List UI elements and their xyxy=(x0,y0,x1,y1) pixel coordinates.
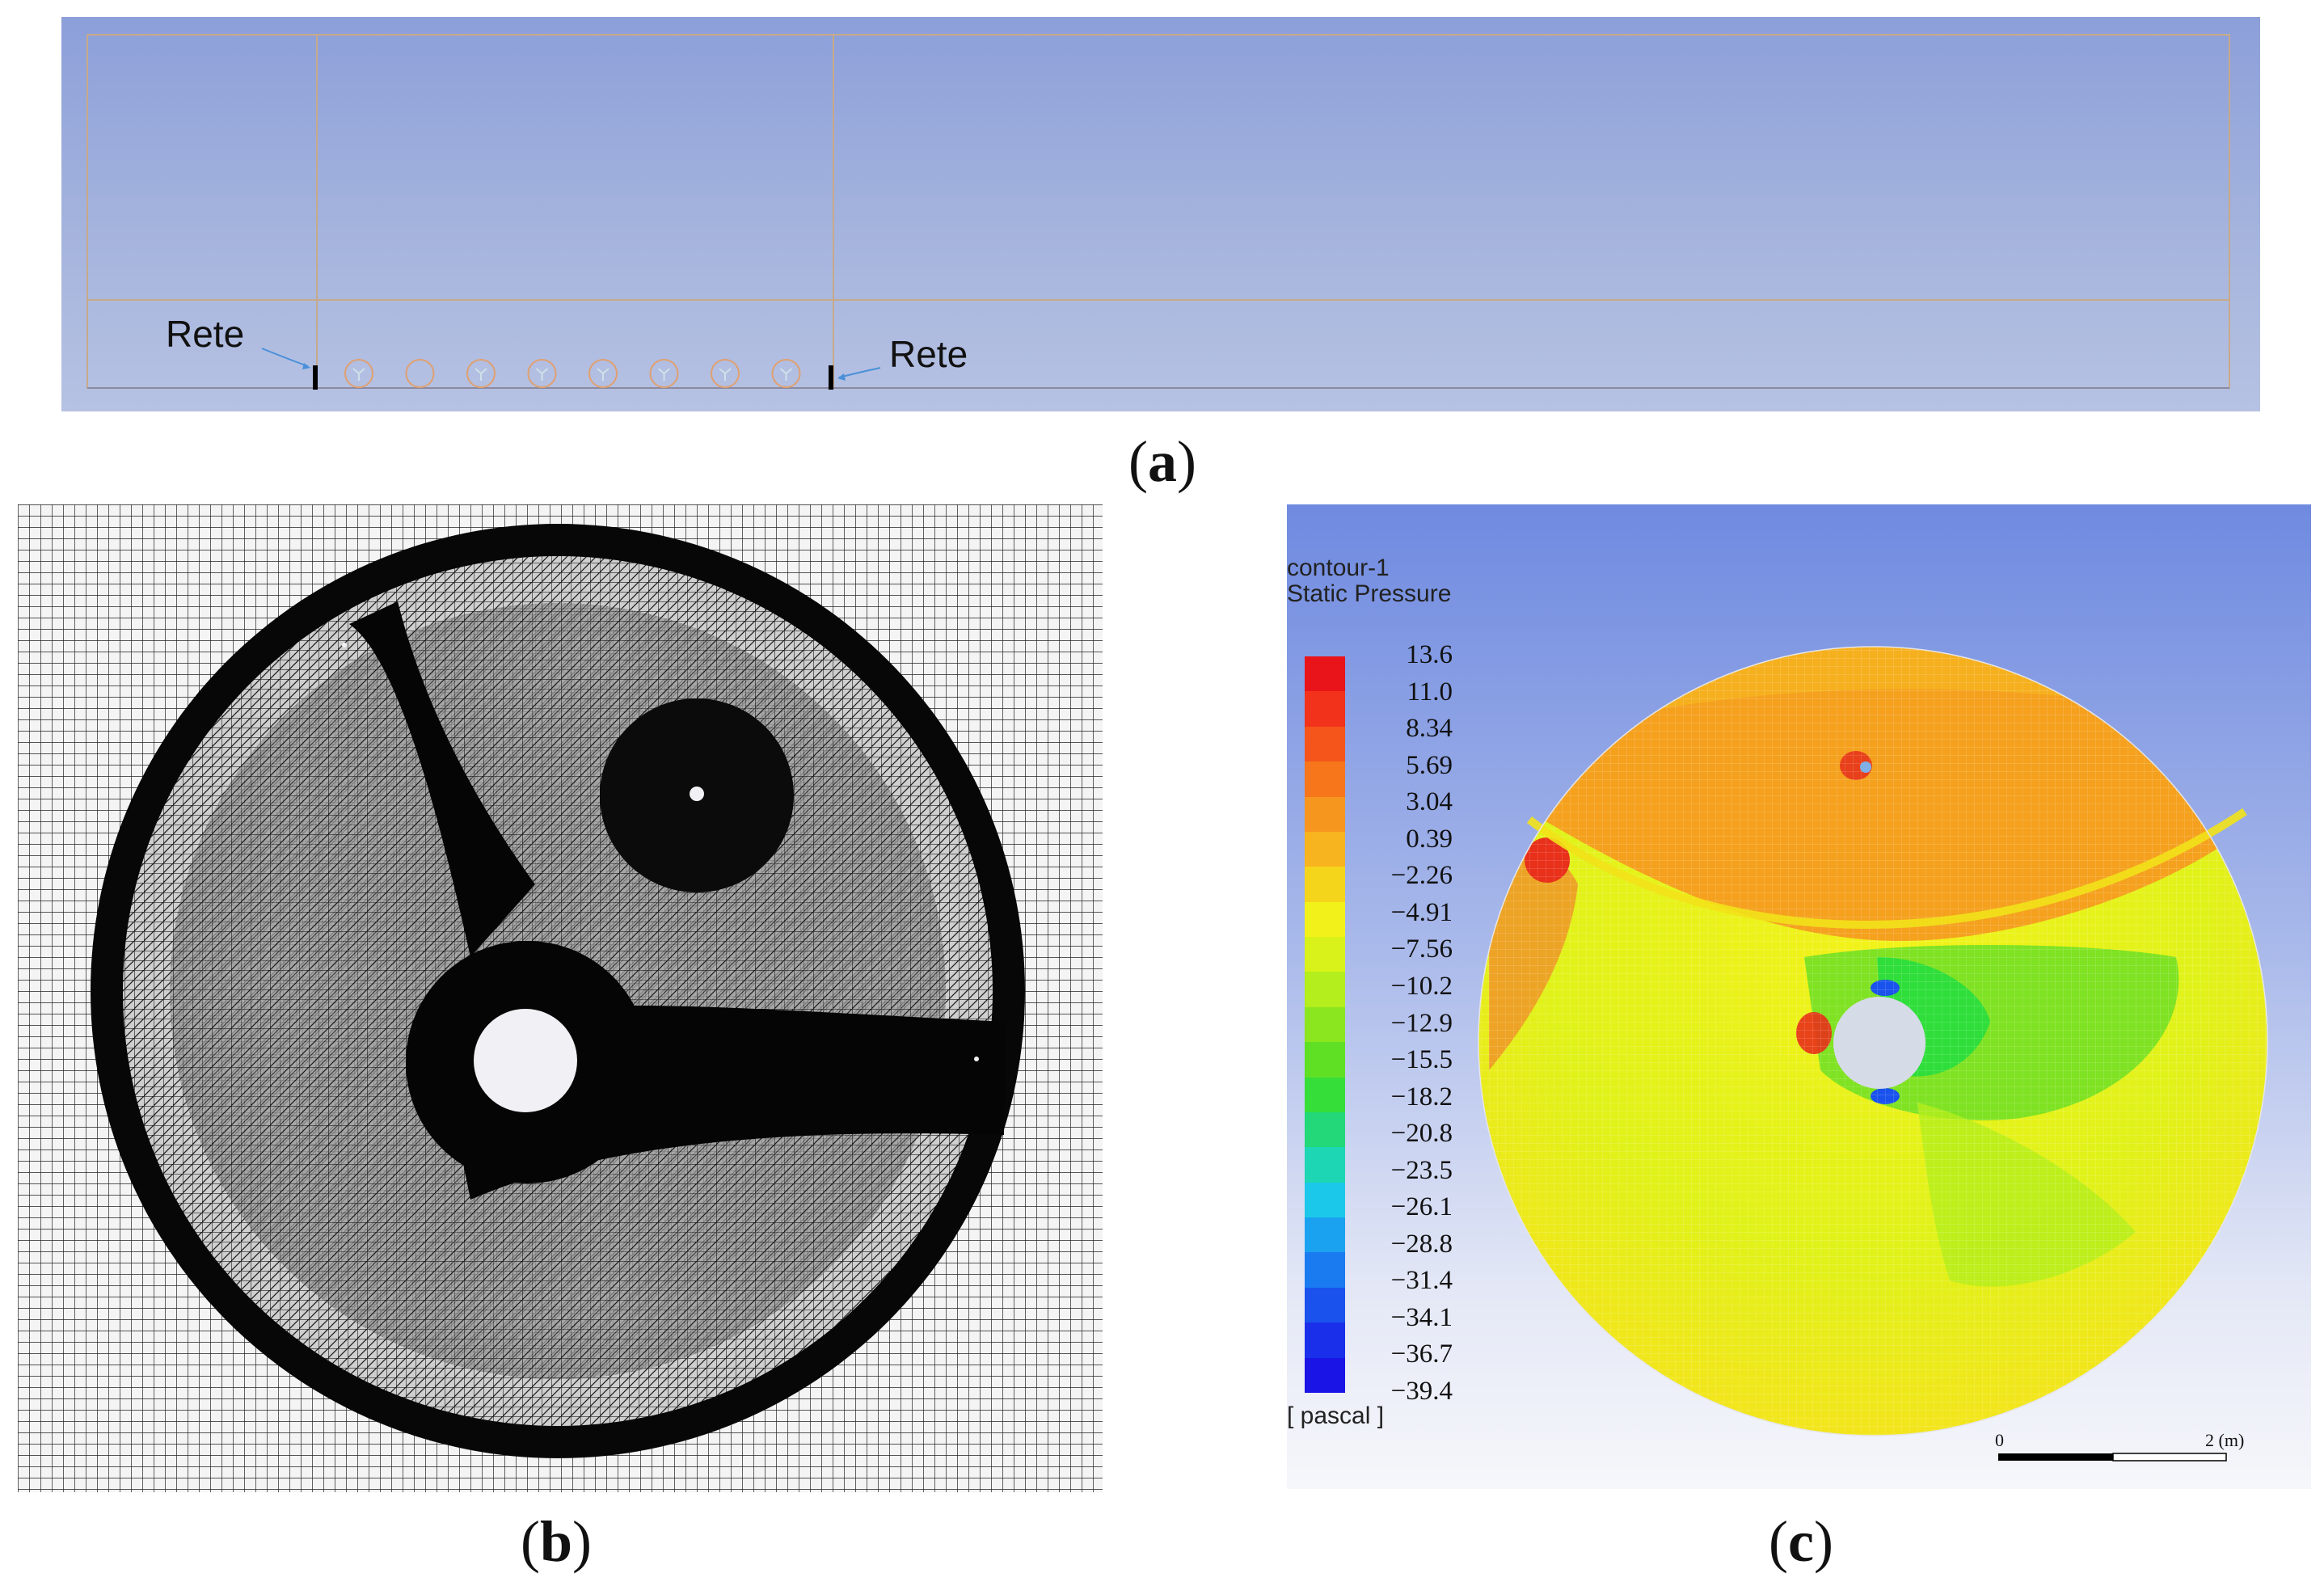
legend-swatch xyxy=(1305,656,1345,692)
turbine-cylinder-5 xyxy=(588,359,618,388)
cylinder-group xyxy=(344,359,801,388)
legend-swatch xyxy=(1305,831,1345,867)
turbine-cylinder-4 xyxy=(527,359,557,388)
legend-tick-label: 0.39 xyxy=(1406,824,1453,854)
scale-bar-end: 2 (m) xyxy=(2205,1430,2245,1450)
legend-tick-label: 11.0 xyxy=(1407,677,1453,707)
turbine-cylinder-7 xyxy=(711,359,740,388)
turbine-cylinder-1 xyxy=(344,359,373,388)
turbine-blades-6 xyxy=(657,368,671,381)
legend-swatch xyxy=(1305,761,1345,798)
blade-tip-1 xyxy=(690,787,704,801)
legend-tick-label: −34.1 xyxy=(1390,1302,1453,1332)
legend-swatch xyxy=(1305,1322,1345,1359)
legend-tick-label: −26.1 xyxy=(1390,1192,1453,1222)
legend-swatch xyxy=(1305,796,1345,833)
turbine-blades-5 xyxy=(597,368,609,381)
legend-tick-label: −10.2 xyxy=(1390,971,1453,1001)
panel-b-mesh xyxy=(18,504,1103,1492)
legend-tick-label: 13.6 xyxy=(1406,640,1453,669)
arrow-right xyxy=(838,367,881,378)
net-marker-right xyxy=(829,365,833,390)
legend-tick-label: 5.69 xyxy=(1406,750,1453,780)
net-label-left: Rete xyxy=(166,313,245,355)
legend-swatch xyxy=(1305,901,1345,938)
turbine-blades-4 xyxy=(535,368,549,381)
legend-swatch xyxy=(1305,1042,1345,1078)
arrow-right-head xyxy=(837,373,846,381)
arrow-left-head xyxy=(302,363,310,369)
legend-swatch xyxy=(1305,1357,1345,1394)
blade-tip-3 xyxy=(342,643,347,647)
contour-plot xyxy=(1478,646,2268,1462)
legend-swatch xyxy=(1305,1111,1345,1148)
legend-swatch xyxy=(1305,972,1345,1008)
contour-central-shaft xyxy=(1833,997,1925,1089)
legend-tick-label: −2.26 xyxy=(1390,861,1453,891)
turbine-blades-3 xyxy=(475,368,487,381)
turbine-blades-7 xyxy=(719,368,732,381)
turbine-cylinder-2 xyxy=(405,359,435,388)
rotating-interface-arc xyxy=(1526,808,2247,929)
legend-tick-label: −31.4 xyxy=(1390,1266,1453,1296)
scale-bar-filled xyxy=(1998,1453,2113,1461)
mesh-drawing xyxy=(18,504,1103,1492)
legend-tick-label: 8.34 xyxy=(1406,714,1453,744)
legend-tick-label: −15.5 xyxy=(1390,1045,1453,1075)
legend-unit: [ pascal ] xyxy=(1287,1403,1385,1429)
legend-tick-label: −7.56 xyxy=(1390,934,1453,964)
legend-tick-label: −23.5 xyxy=(1390,1155,1453,1185)
rotor-disc-outline xyxy=(1478,646,2268,1436)
caption-a: (a) xyxy=(1128,429,1196,494)
domain-geometry-drawing xyxy=(86,34,2230,390)
central-shaft xyxy=(474,1009,577,1112)
legend-title-line1: contour-1 xyxy=(1287,555,1390,581)
turbine-cylinder-3 xyxy=(466,359,496,388)
legend-swatch xyxy=(1305,1287,1345,1323)
legend-tick-label: 3.04 xyxy=(1406,787,1453,817)
legend-swatch xyxy=(1305,1006,1345,1043)
legend-tick-label: −4.91 xyxy=(1390,897,1453,927)
legend-tick-label: −39.4 xyxy=(1390,1377,1453,1406)
panel-c-pressure-contour: contour-1 Static Pressure 13.6 11.0 8.34 5.… xyxy=(1287,504,2311,1489)
contour-blade-tip xyxy=(1860,761,1871,773)
legend-tick-label: −12.9 xyxy=(1390,1008,1453,1038)
legend-swatch xyxy=(1305,867,1345,903)
legend-swatch xyxy=(1305,1077,1345,1113)
legend-tick-label: −20.8 xyxy=(1390,1119,1453,1149)
caption-b: (b) xyxy=(521,1509,593,1574)
turbine-cylinder-8 xyxy=(771,359,801,388)
legend-title-line2: Static Pressure xyxy=(1287,580,1452,607)
legend-tick-label: −28.8 xyxy=(1390,1229,1453,1259)
legend-color-bar xyxy=(1305,656,1345,1394)
scale-bar-start: 0 xyxy=(1995,1430,2004,1450)
blade-tip-2 xyxy=(974,1057,979,1061)
legend-swatch xyxy=(1305,1147,1345,1183)
turbine-blades-1 xyxy=(352,368,365,381)
caption-c: (c) xyxy=(1769,1509,1833,1574)
legend-tick-label: −36.7 xyxy=(1390,1339,1453,1369)
wake-band-upper xyxy=(349,601,535,957)
legend-swatch xyxy=(1305,1252,1345,1289)
legend-swatch xyxy=(1305,1182,1345,1218)
panel-a-domain-geometry: Rete Rete xyxy=(61,17,2260,411)
legend-swatch xyxy=(1305,937,1345,972)
net-marker-left xyxy=(313,365,318,390)
domain-outline xyxy=(86,34,2230,389)
legend-swatch xyxy=(1305,691,1345,728)
turbine-cylinder-6 xyxy=(649,359,679,388)
turbine-blades-8 xyxy=(779,368,793,381)
legend-swatch xyxy=(1305,726,1345,762)
legend-swatch xyxy=(1305,1217,1345,1253)
arrow-left xyxy=(261,348,309,367)
scale-bar-empty xyxy=(2112,1453,2227,1462)
net-label-right: Rete xyxy=(889,333,968,375)
legend-tick-label: −18.2 xyxy=(1390,1082,1453,1111)
